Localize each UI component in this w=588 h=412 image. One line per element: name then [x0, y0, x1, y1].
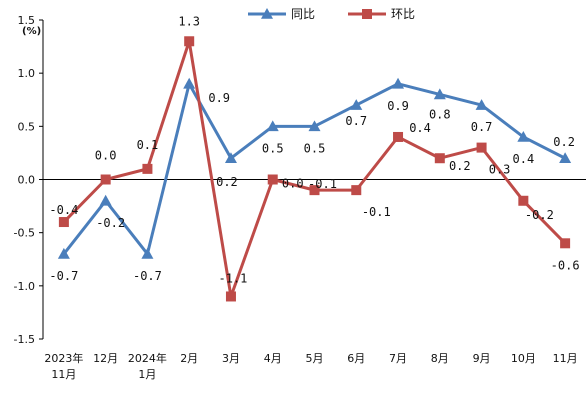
data-label: -0.7: [49, 269, 78, 283]
data-label: 0.7: [471, 120, 493, 134]
data-label: 0.4: [409, 121, 431, 135]
data-label: 0.7: [345, 114, 367, 128]
data-label: -0.4: [49, 203, 78, 217]
y-tick-label: -0.5: [14, 227, 35, 240]
data-point-marker: [142, 163, 153, 174]
data-label: 0.9: [208, 91, 230, 105]
data-label: 0.2: [216, 175, 238, 189]
data-label: 0.0: [282, 177, 304, 191]
data-point-marker: [309, 185, 320, 196]
data-label: 0.3: [489, 163, 511, 177]
data-label: 0.5: [262, 141, 284, 155]
data-label: -0.1: [308, 177, 337, 191]
data-label: -0.2: [525, 208, 554, 222]
x-tick-label: 2024年: [128, 351, 167, 365]
x-tick-label: 2月: [180, 352, 198, 365]
x-tick-label: 6月: [347, 352, 365, 365]
x-tick-label: 7月: [389, 352, 407, 365]
data-point-marker: [58, 217, 69, 228]
x-tick-label: 5月: [306, 352, 324, 365]
x-tick-label: 11月: [553, 352, 578, 365]
x-tick-label: 12月: [93, 352, 118, 365]
unit-label: (%): [22, 26, 41, 37]
data-label: -0.7: [133, 269, 162, 283]
data-point-marker: [351, 185, 362, 196]
legend-marker: [362, 9, 372, 19]
x-tick-label: 2023年: [44, 351, 83, 365]
y-tick-label: 1.5: [18, 14, 36, 27]
x-tick-label: 9月: [473, 352, 491, 365]
data-point-marker: [392, 77, 405, 89]
data-point-marker: [183, 77, 196, 89]
data-label: 0.4: [513, 152, 535, 166]
x-tick-label: 4月: [264, 352, 282, 365]
data-point-marker: [434, 153, 445, 164]
data-point-marker: [225, 291, 236, 302]
data-label: 1.3: [178, 14, 200, 28]
data-point-marker: [433, 88, 446, 100]
data-point-marker: [267, 174, 278, 185]
data-point-marker: [476, 142, 487, 153]
data-point-marker: [518, 195, 529, 206]
data-label: 0.2: [553, 135, 575, 149]
data-label: 0.5: [304, 141, 326, 155]
data-point-marker: [100, 174, 111, 185]
x-tick-label: 1月: [138, 368, 156, 381]
x-tick-label: 10月: [511, 352, 536, 365]
legend-label: 环比: [391, 7, 415, 21]
data-point-marker: [184, 36, 195, 47]
data-point-marker: [224, 152, 237, 164]
y-tick-label: -1.0: [14, 280, 35, 293]
y-tick-label: 0.0: [18, 174, 36, 187]
data-label: -0.6: [551, 258, 580, 272]
data-point-marker: [99, 194, 112, 206]
y-tick-label: 0.5: [18, 120, 36, 133]
data-point-marker: [141, 247, 154, 259]
data-point-marker: [266, 120, 279, 132]
x-tick-label: 8月: [431, 352, 449, 365]
data-label: -0.2: [96, 216, 125, 230]
data-label: -0.1: [362, 205, 391, 219]
data-point-marker: [393, 131, 404, 142]
legend-label: 同比: [291, 7, 315, 21]
legend-marker: [261, 8, 273, 19]
data-point-marker: [350, 99, 363, 110]
data-label: 0.2: [449, 159, 471, 173]
data-label: -1.1: [219, 271, 248, 285]
x-tick-label: 3月: [222, 352, 240, 365]
y-tick-label: -1.5: [14, 333, 35, 346]
data-label: 0.8: [429, 107, 451, 121]
data-point-marker: [475, 99, 488, 110]
data-point-marker: [559, 152, 572, 164]
data-point-marker: [560, 238, 571, 249]
y-tick-label: 1.0: [18, 67, 36, 80]
data-label: 0.9: [387, 99, 409, 113]
data-point-marker: [308, 120, 321, 132]
data-point-marker: [57, 247, 70, 259]
x-tick-label: 11月: [51, 368, 76, 381]
data-point-marker: [517, 130, 530, 142]
data-label: 0.0: [95, 149, 117, 163]
data-label: 0.1: [137, 138, 159, 152]
